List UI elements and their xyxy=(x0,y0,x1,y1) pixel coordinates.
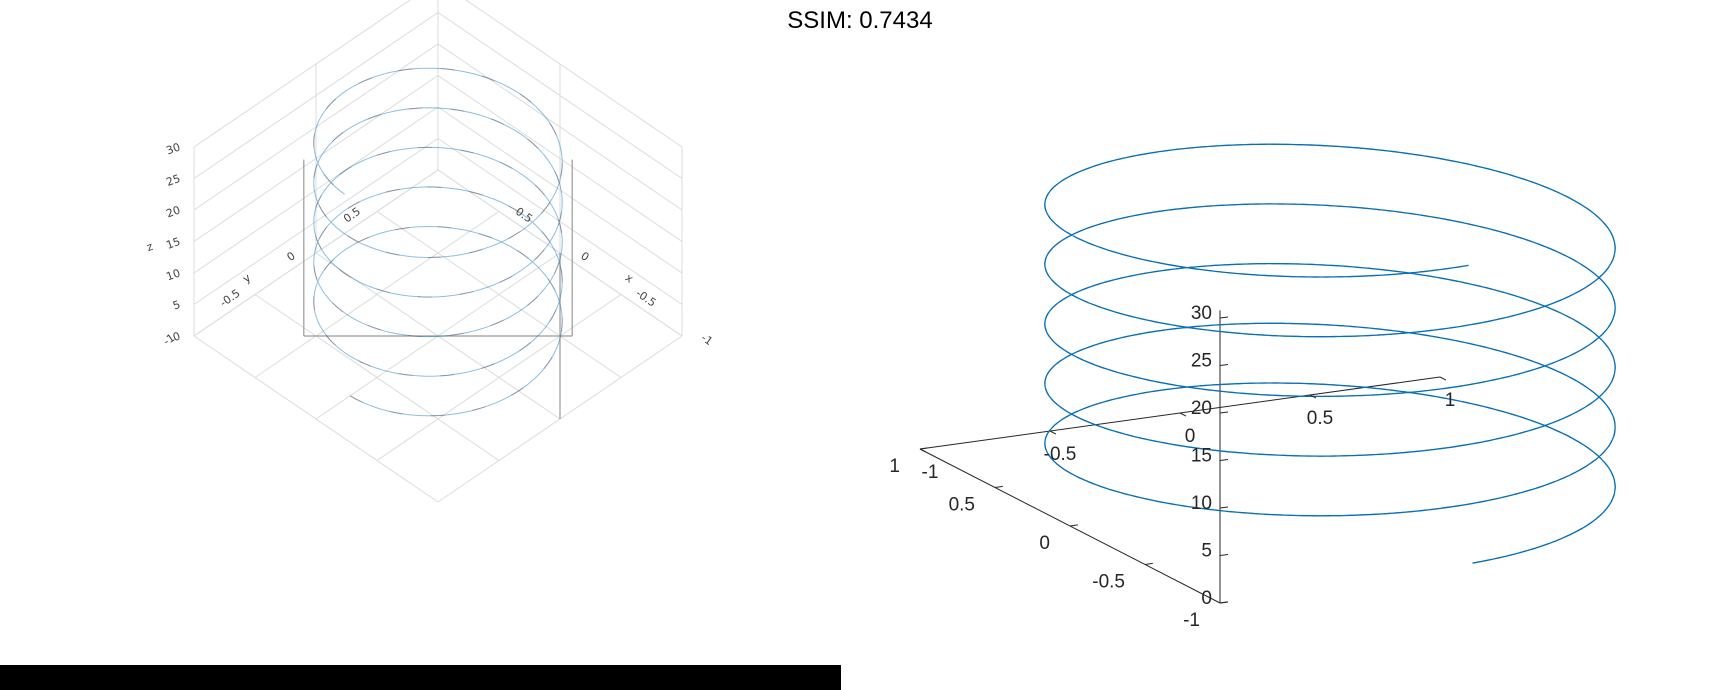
right-z-tick-mark xyxy=(1219,506,1229,509)
left-z-axis-label: z xyxy=(145,240,155,254)
left-z-tick-label: 10 xyxy=(164,266,182,283)
right-z-tick-label: 20 xyxy=(1191,398,1212,419)
right-y-tick-label: 0.5 xyxy=(949,495,975,516)
left-floor-grid-line xyxy=(254,294,500,461)
right-y-tick-mark xyxy=(1069,524,1078,527)
right-x-tick-mark xyxy=(1179,412,1187,417)
right-z-tick-label: 25 xyxy=(1191,351,1212,372)
right-x-tick-mark xyxy=(919,448,927,453)
black-footer-bar xyxy=(0,665,841,690)
right-y-tick-label: 0 xyxy=(1039,533,1050,554)
right-z-tick-label: 0 xyxy=(1201,588,1212,609)
left-floor-grid-line xyxy=(193,335,439,503)
right-x-tick-label: 0.5 xyxy=(1307,408,1333,429)
right-y-tick-label: 1 xyxy=(889,456,900,477)
right-x-tick-label: 1 xyxy=(1445,390,1456,411)
right-y-tick-label: -1 xyxy=(1183,610,1200,631)
left-z-tick-label: 15 xyxy=(164,235,182,252)
left-y-axis-label: y xyxy=(240,271,253,286)
right-z-tick-mark xyxy=(1219,459,1229,461)
left-x-tick-label: 0 xyxy=(578,249,591,264)
left-z-tick-label: 25 xyxy=(164,172,182,189)
right-z-tick-mark xyxy=(1219,411,1229,414)
left-y-tick-label: -0.5 xyxy=(218,287,243,310)
right-z-tick-label: 5 xyxy=(1201,541,1212,562)
right-z-tick-mark xyxy=(1219,601,1229,604)
right-y-tick-label: -0.5 xyxy=(1092,572,1125,593)
right-x-tick-mark xyxy=(1439,376,1447,381)
right-x-tick-label: 0 xyxy=(1185,426,1196,447)
right-z-tick-mark xyxy=(1219,364,1229,366)
left-series-solid-line xyxy=(313,67,563,417)
right-y-tick-mark xyxy=(919,447,928,450)
left-z-tick-label: 0 xyxy=(171,329,182,344)
left-z-tick-label: 30 xyxy=(164,140,182,157)
left-z-tick-label: 20 xyxy=(164,203,182,220)
right-x-tick-mark xyxy=(1049,430,1057,435)
right-x-tick-label: -0.5 xyxy=(1044,444,1077,465)
left-x-axis-label: x xyxy=(623,271,636,286)
left-y-tick-label: 0 xyxy=(284,249,297,264)
left-floor-grid-line xyxy=(376,294,622,461)
right-series-dashed-line xyxy=(1044,143,1616,564)
right-x-tick-mark xyxy=(1309,394,1317,399)
left-x-tick-label: -0.5 xyxy=(633,287,658,310)
right-z-tick-label: 10 xyxy=(1191,493,1212,514)
right-y-tick-mark xyxy=(994,485,1003,488)
right-z-tick-label: 15 xyxy=(1191,446,1212,467)
right-z-tick-mark xyxy=(1219,316,1229,319)
right-x-tick-label: -1 xyxy=(922,462,939,483)
left-y-tick-label: 0.5 xyxy=(341,205,363,226)
left-x-tick-label: -1 xyxy=(699,331,715,348)
right-z-tick-label: 30 xyxy=(1191,303,1212,324)
right-y-tick-mark xyxy=(1144,562,1153,565)
figure-title: SSIM: 0.7434 xyxy=(787,7,932,34)
left-z-tick-label: 5 xyxy=(171,298,182,313)
right-series-solid-line xyxy=(1044,143,1616,564)
right-z-tick-mark xyxy=(1219,554,1229,556)
left-wall-grid-line xyxy=(193,0,683,148)
